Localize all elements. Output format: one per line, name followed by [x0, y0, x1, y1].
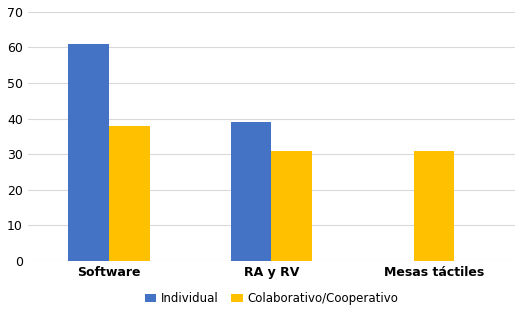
Legend: Individual, Colaborativo/Cooperativo: Individual, Colaborativo/Cooperativo: [140, 287, 403, 310]
Bar: [231, 122, 271, 261]
Bar: [271, 151, 312, 261]
Bar: [68, 44, 109, 261]
Bar: [109, 126, 150, 261]
Bar: [413, 151, 454, 261]
